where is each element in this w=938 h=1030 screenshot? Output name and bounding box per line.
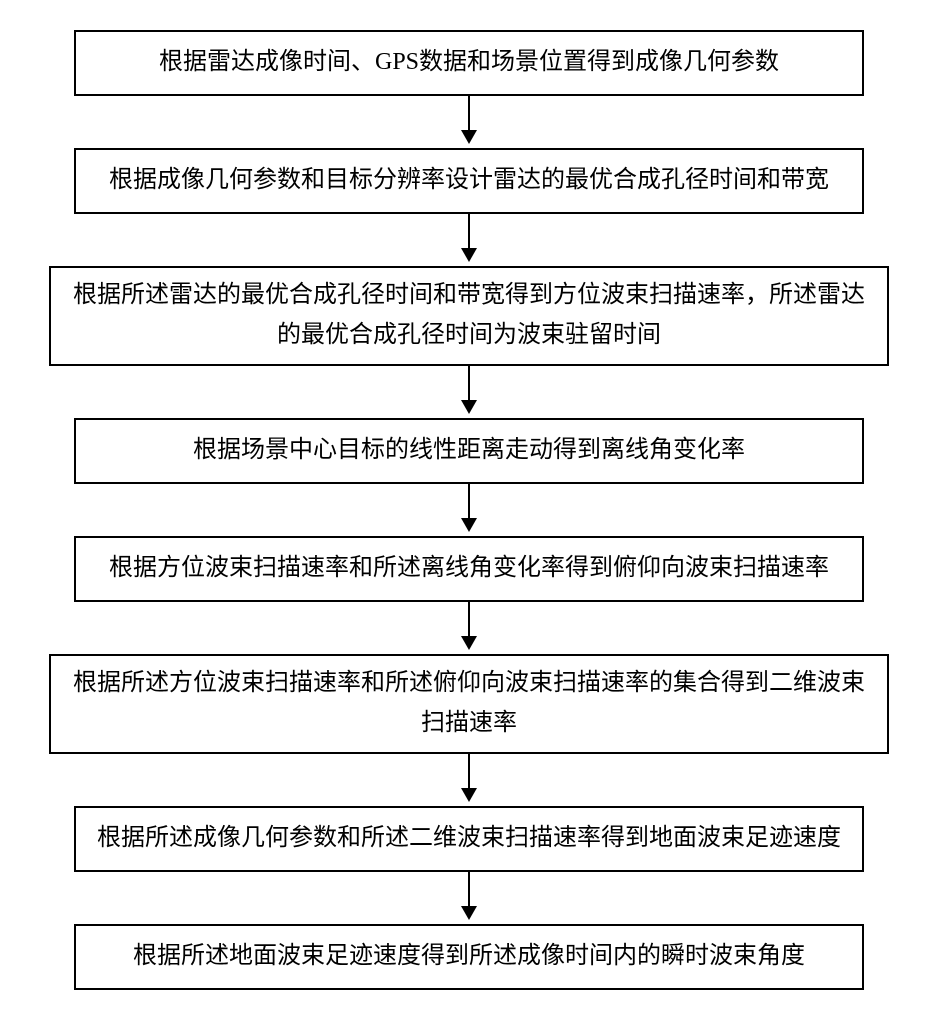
flow-arrow: [461, 602, 477, 654]
flow-step: 根据所述雷达的最优合成孔径时间和带宽得到方位波束扫描速率，所述雷达的最优合成孔径…: [49, 266, 889, 366]
step-text: 根据成像几何参数和目标分辨率设计雷达的最优合成孔径时间和带宽: [109, 161, 829, 201]
step-text: 根据雷达成像时间、GPS数据和场景位置得到成像几何参数: [159, 43, 779, 83]
flow-step: 根据所述成像几何参数和所述二维波束扫描速率得到地面波束足迹速度: [74, 806, 864, 872]
flow-arrow: [461, 96, 477, 148]
flow-arrow: [461, 366, 477, 418]
flow-arrow: [461, 214, 477, 266]
flow-step: 根据场景中心目标的线性距离走动得到离线角变化率: [74, 418, 864, 484]
flow-step: 根据雷达成像时间、GPS数据和场景位置得到成像几何参数: [74, 30, 864, 96]
flow-arrow: [461, 754, 477, 806]
flow-step: 根据方位波束扫描速率和所述离线角变化率得到俯仰向波束扫描速率: [74, 536, 864, 602]
step-text: 根据所述地面波束足迹速度得到所述成像时间内的瞬时波束角度: [133, 937, 805, 977]
step-text: 根据所述成像几何参数和所述二维波束扫描速率得到地面波束足迹速度: [97, 819, 841, 859]
flow-arrow: [461, 484, 477, 536]
flow-step: 根据所述方位波束扫描速率和所述俯仰向波束扫描速率的集合得到二维波束扫描速率: [49, 654, 889, 754]
flowchart-container: 根据雷达成像时间、GPS数据和场景位置得到成像几何参数 根据成像几何参数和目标分…: [0, 0, 938, 1030]
flow-step: 根据成像几何参数和目标分辨率设计雷达的最优合成孔径时间和带宽: [74, 148, 864, 214]
step-text: 根据所述方位波束扫描速率和所述俯仰向波束扫描速率的集合得到二维波束扫描速率: [71, 664, 867, 743]
flow-step: 根据所述地面波束足迹速度得到所述成像时间内的瞬时波束角度: [74, 924, 864, 990]
step-text: 根据所述雷达的最优合成孔径时间和带宽得到方位波束扫描速率，所述雷达的最优合成孔径…: [71, 276, 867, 355]
step-text: 根据场景中心目标的线性距离走动得到离线角变化率: [193, 431, 745, 471]
step-text: 根据方位波束扫描速率和所述离线角变化率得到俯仰向波束扫描速率: [109, 549, 829, 589]
flow-arrow: [461, 872, 477, 924]
